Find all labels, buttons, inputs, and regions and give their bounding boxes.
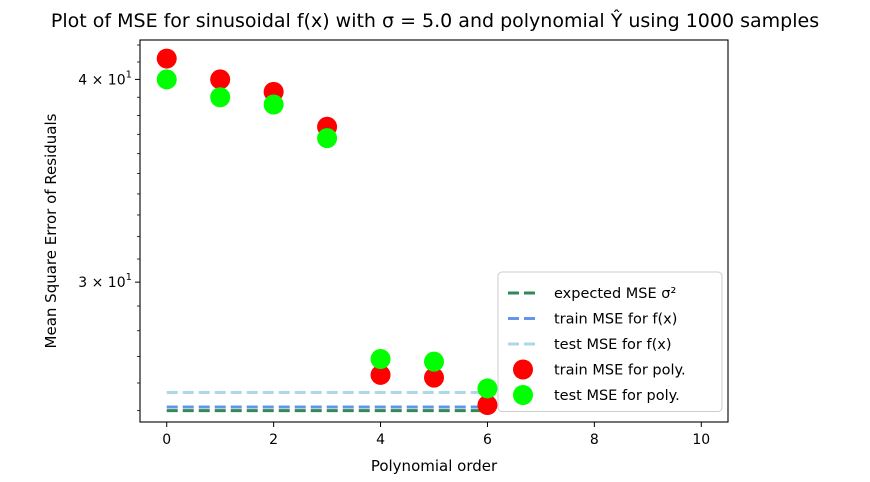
x-tick-label: 2 — [269, 432, 278, 448]
legend-label: expected MSE σ² — [554, 286, 676, 302]
legend-label: train MSE for poly. — [554, 363, 686, 379]
legend-box — [497, 271, 723, 412]
axes: 0 2 4 6 8 10 3 × 101 4 × 101 — [78, 44, 710, 448]
data-point — [317, 128, 338, 149]
y-tick-label: 3 × 101 — [78, 272, 132, 291]
x-tick-label: 6 — [483, 432, 492, 448]
legend-label: test MSE for f(x) — [554, 337, 672, 353]
y-tick-label: 4 × 101 — [78, 69, 132, 88]
data-point — [156, 69, 177, 90]
data-point — [263, 94, 284, 115]
legend-swatch — [513, 359, 533, 380]
legend-label: train MSE for f(x) — [554, 312, 677, 328]
x-tick-label: 10 — [692, 432, 710, 448]
data-point — [424, 351, 444, 372]
data-point — [370, 349, 391, 370]
chart-title: Plot of MSE for sinusoidal f(x) with σ =… — [51, 8, 819, 32]
x-axis-label: Polynomial order — [371, 457, 498, 475]
data-point — [477, 378, 498, 399]
data-point — [424, 367, 444, 388]
plot-series — [156, 48, 498, 416]
legend-label: test MSE for poly. — [554, 388, 680, 404]
data-point — [210, 69, 231, 90]
legend-swatch — [513, 385, 533, 405]
data-point — [370, 364, 391, 385]
plot-frame — [139, 39, 729, 423]
data-point — [156, 48, 177, 69]
data-point — [210, 87, 231, 108]
x-tick-label: 0 — [162, 432, 171, 448]
legend: expected MSE σ² train MSE for f(x) test MS… — [497, 271, 723, 412]
y-axis-label: Mean Square Error of Residuals — [42, 113, 60, 348]
data-point — [477, 395, 498, 416]
x-tick-label: 8 — [590, 432, 599, 448]
x-tick-label: 4 — [376, 432, 385, 448]
